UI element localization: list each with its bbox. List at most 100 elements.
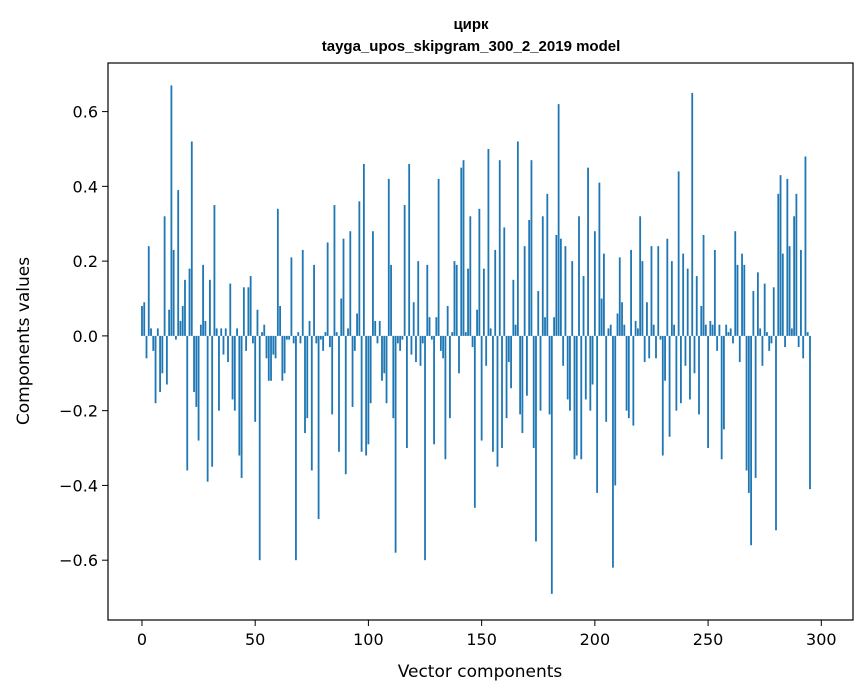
bar-111 [392, 335, 395, 419]
x-tick-label: 250 [693, 630, 724, 649]
bar-90 [344, 335, 347, 475]
bar-289 [795, 193, 798, 336]
y-tick-label: 0.0 [73, 327, 98, 346]
bar-45 [242, 287, 245, 336]
bar-51 [256, 309, 259, 336]
bar-148 [476, 309, 479, 336]
bar-86 [335, 332, 338, 336]
bar-137 [451, 332, 454, 336]
x-axis-ticks: 0 50 100 150 200 250 300 [137, 620, 837, 649]
bar-198 [589, 335, 592, 411]
bar-53 [261, 332, 263, 336]
bar-194 [580, 335, 583, 460]
bar-10 [163, 216, 166, 336]
bar-269 [750, 335, 752, 546]
bar-132 [439, 335, 442, 351]
bar-37 [224, 328, 227, 336]
bar-67 [292, 335, 295, 344]
bar-30 [208, 279, 211, 336]
bar-160 [503, 227, 506, 336]
bar-257 [723, 335, 725, 430]
bar-23 [193, 335, 195, 392]
bar-250 [707, 335, 709, 449]
bar-222 [643, 335, 646, 363]
bars-group [141, 85, 811, 594]
bar-117 [406, 335, 408, 449]
bar-22 [190, 141, 193, 336]
bar-231 [664, 335, 666, 381]
bar-140 [458, 335, 460, 374]
bar-116 [403, 205, 406, 336]
bar-54 [263, 324, 266, 336]
bar-18 [181, 305, 184, 336]
bar-271 [754, 335, 757, 478]
bar-139 [455, 264, 458, 336]
bar-118 [408, 163, 411, 336]
bar-151 [482, 268, 485, 336]
bar-106 [381, 335, 383, 381]
bar-277 [768, 335, 771, 351]
bar-262 [734, 231, 737, 336]
x-tick-label: 0 [137, 630, 147, 649]
bar-152 [485, 335, 488, 366]
bar-28 [204, 320, 207, 336]
bar-142 [462, 160, 465, 336]
plot-frame [107, 62, 854, 621]
bar-185 [559, 238, 562, 336]
bar-265 [741, 253, 743, 336]
bar-223 [646, 302, 648, 336]
bar-256 [720, 335, 723, 460]
bar-168 [521, 335, 524, 434]
bar-245 [695, 276, 698, 336]
bar-99 [365, 335, 368, 456]
bar-104 [376, 335, 379, 344]
bar-4 [150, 328, 152, 336]
bar-42 [236, 328, 238, 336]
bar-123 [419, 335, 422, 366]
bar-114 [399, 335, 402, 351]
bar-126 [426, 264, 429, 336]
bar-84 [331, 335, 334, 415]
y-tick-label: −0.2 [59, 402, 98, 421]
bar-103 [374, 320, 377, 336]
bar-167 [519, 335, 522, 415]
chart-subtitle: tayga_upos_skipgram_300_2_2019 model [322, 38, 621, 55]
bar-227 [655, 335, 657, 359]
bar-136 [449, 335, 451, 419]
bar-180 [548, 335, 551, 415]
bar-79 [319, 335, 322, 340]
bar-263 [736, 264, 739, 336]
bar-153 [487, 148, 490, 336]
bar-195 [582, 276, 585, 336]
bar-76 [313, 264, 315, 336]
bar-228 [657, 246, 660, 336]
bar-41 [233, 335, 236, 411]
bar-61 [279, 305, 281, 336]
bar-259 [727, 332, 730, 336]
bar-134 [444, 335, 447, 460]
bar-129 [433, 335, 435, 445]
bar-282 [779, 175, 782, 336]
bar-19 [184, 279, 186, 336]
bar-25 [197, 335, 200, 441]
bar-149 [478, 208, 481, 336]
bar-144 [467, 268, 469, 336]
bar-253 [713, 249, 716, 336]
bar-60 [276, 208, 279, 336]
bar-179 [546, 193, 549, 336]
bar-266 [743, 264, 746, 336]
bar-100 [367, 335, 370, 445]
bar-119 [410, 335, 413, 355]
bar-221 [641, 261, 644, 336]
bar-93 [351, 335, 354, 407]
bar-290 [797, 335, 800, 348]
bar-200 [593, 231, 596, 336]
bar-293 [804, 156, 807, 336]
bar-244 [693, 335, 696, 374]
bar-283 [781, 253, 784, 336]
bar-68 [295, 335, 297, 561]
bar-272 [756, 272, 759, 336]
bar-82 [326, 242, 329, 336]
bar-174 [535, 335, 537, 542]
bar-216 [630, 249, 632, 336]
